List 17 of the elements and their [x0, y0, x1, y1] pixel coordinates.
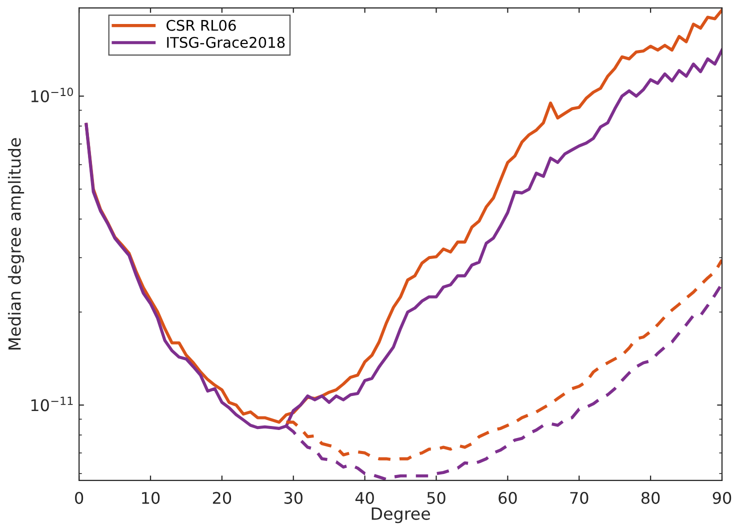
legend-label: ITSG-Grace2018	[167, 36, 285, 48]
x-tick-label: 60	[498, 492, 517, 504]
x-tick-label: 80	[641, 492, 660, 504]
y-tick-label: 10$^{−11}$	[31, 396, 73, 412]
x-tick-label: 20	[212, 492, 232, 504]
x-tick-label: 30	[284, 492, 302, 504]
x-tick-label: 90	[712, 492, 732, 504]
x-axis-title: Degree	[372, 508, 430, 524]
x-tick-label: 70	[570, 492, 588, 504]
x-tick-label: 0	[75, 492, 84, 504]
x-tick-label: 10	[142, 492, 160, 504]
x-tick-label: 50	[427, 492, 446, 504]
line-series	[284, 258, 722, 462]
x-tick-label: 40	[355, 492, 374, 504]
y-tick-label: 10$^{−10}$	[31, 88, 73, 102]
y-axis-title: Median degree amplitude	[8, 138, 24, 350]
legend-label: CSR RL06	[166, 20, 236, 31]
